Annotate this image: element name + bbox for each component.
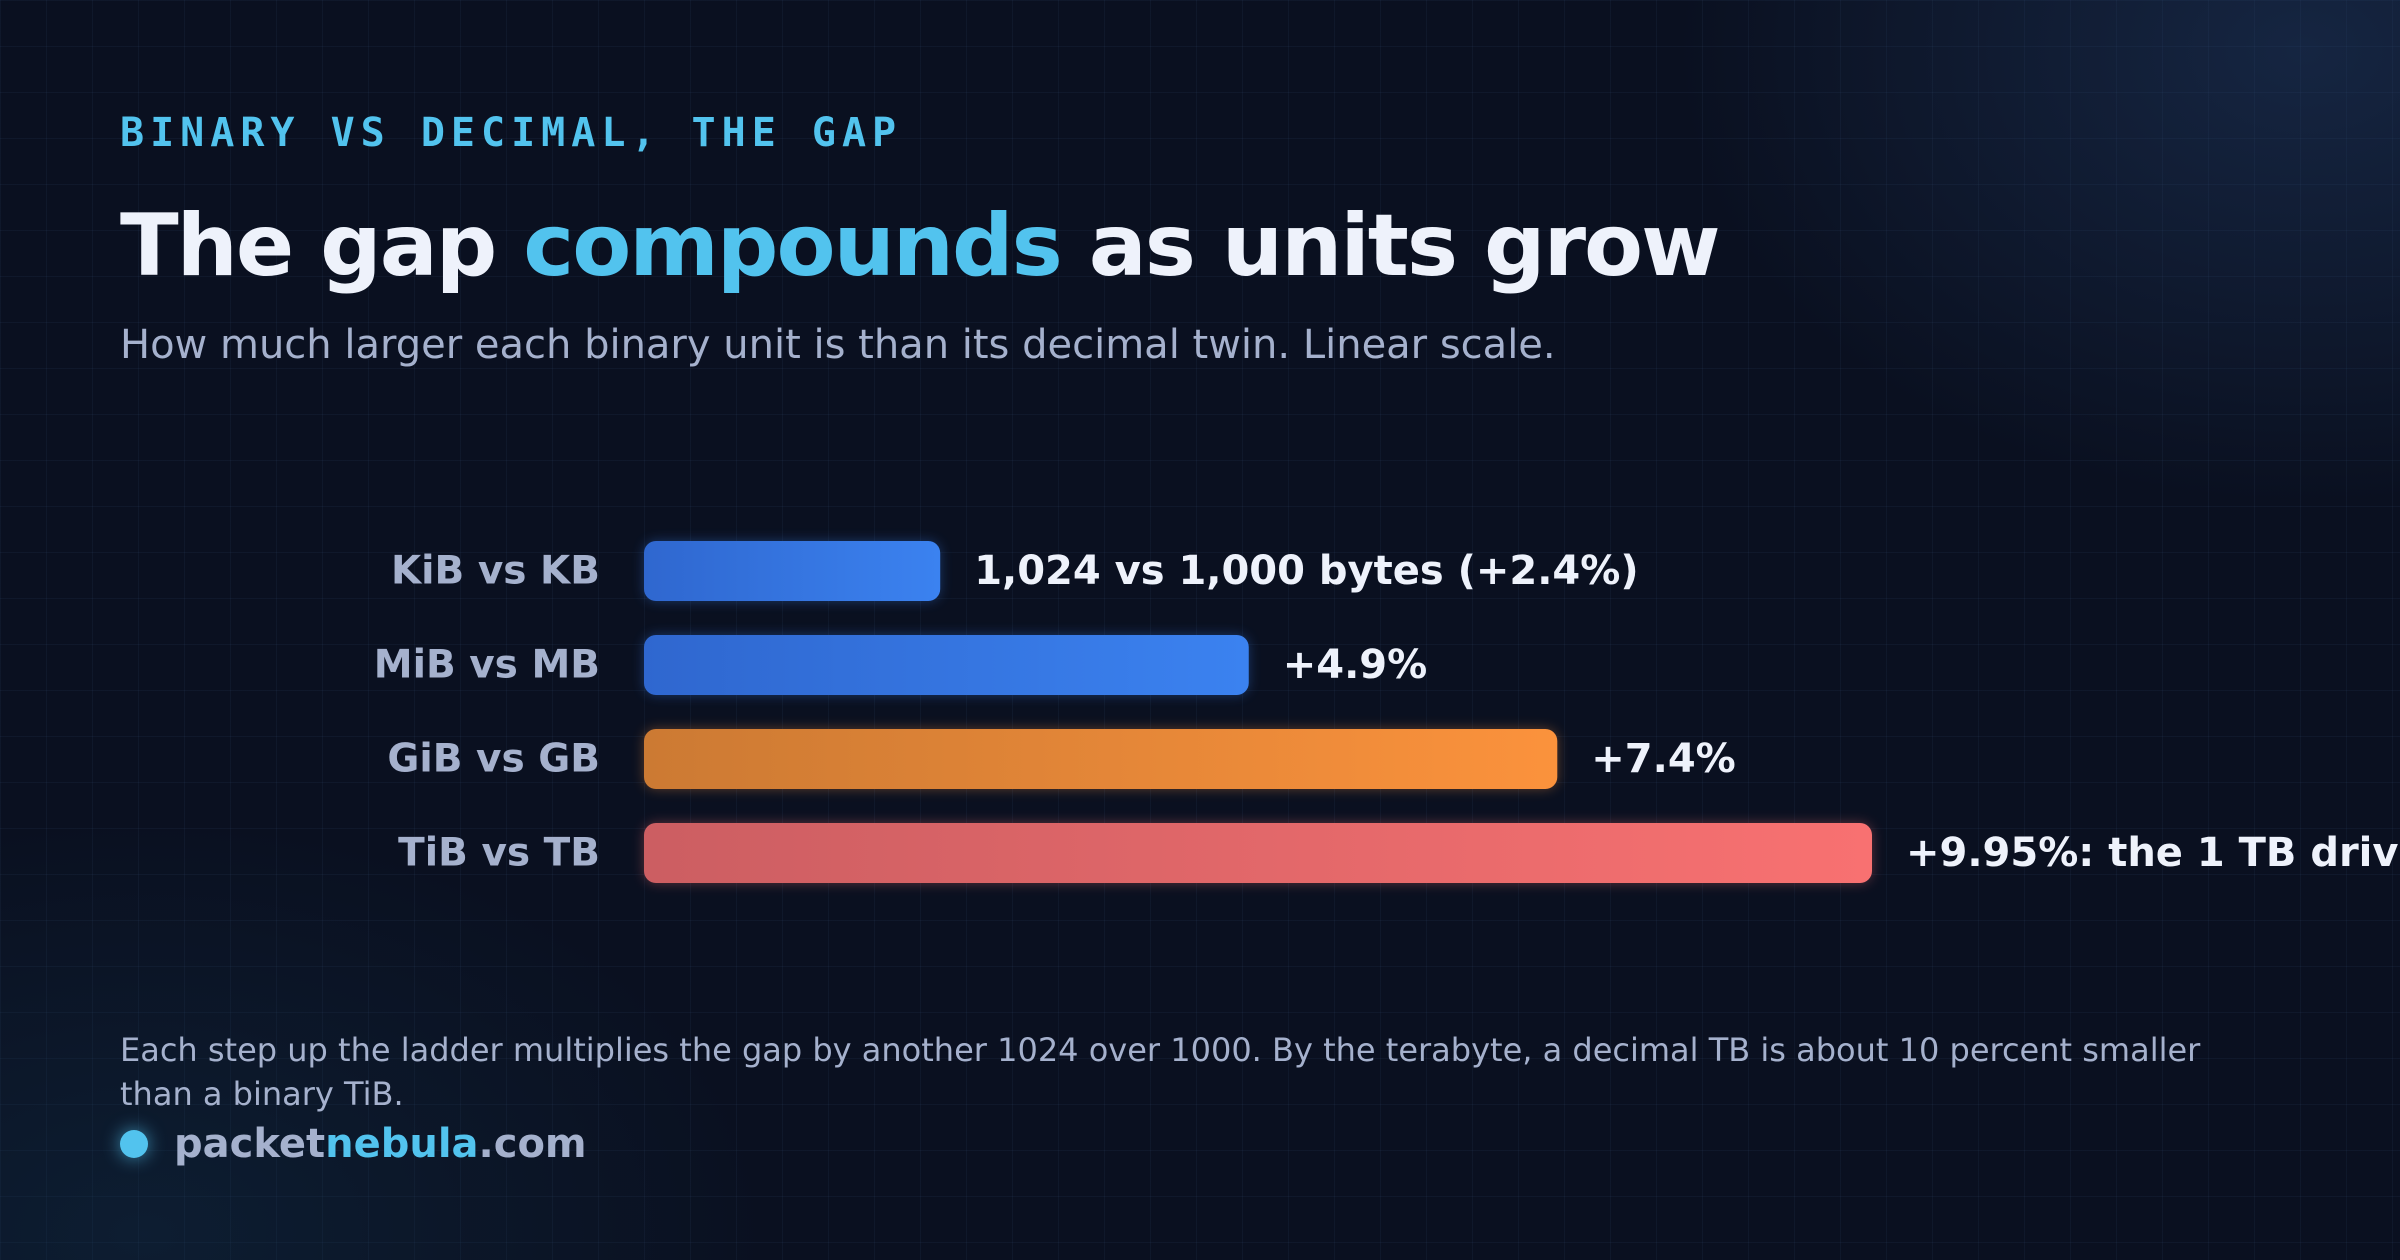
title-part-end: as units grow xyxy=(1060,196,1721,296)
brand-part-1: packet xyxy=(174,1121,326,1167)
chart-subtitle: How much larger each binary unit is than… xyxy=(120,322,1556,368)
category-label: TiB vs TB xyxy=(398,831,600,876)
category-label: KiB vs KB xyxy=(391,549,600,594)
category-label: MiB vs MB xyxy=(374,643,600,688)
brand-name: packetnebula.com xyxy=(174,1121,587,1167)
title-part-start: The gap xyxy=(120,196,524,296)
footnote: Each step up the ladder multiplies the g… xyxy=(120,1031,2201,1113)
bar-3 xyxy=(644,823,1872,883)
data-label: +4.9% xyxy=(1283,642,1427,688)
category-label: GiB vs GB xyxy=(387,737,600,782)
chart-title: The gap compounds as units grow xyxy=(120,196,1721,296)
brand-part-3: .com xyxy=(478,1121,587,1167)
data-label: +7.4% xyxy=(1591,736,1735,782)
bar-2 xyxy=(644,729,1558,789)
brand-link[interactable]: packetnebula.com xyxy=(120,1120,587,1168)
brand-dot-icon xyxy=(120,1130,148,1158)
eyebrow-label: BINARY VS DECIMAL, THE GAP xyxy=(120,110,903,156)
data-label: 1,024 vs 1,000 bytes (+2.4%) xyxy=(974,548,1638,594)
data-label: +9.95%: the 1 TB drive g xyxy=(1906,830,2400,876)
bar-1 xyxy=(644,635,1249,695)
title-accent-word: compounds xyxy=(523,196,1063,296)
bar-0 xyxy=(644,541,941,601)
brand-part-2: nebula xyxy=(325,1121,479,1167)
